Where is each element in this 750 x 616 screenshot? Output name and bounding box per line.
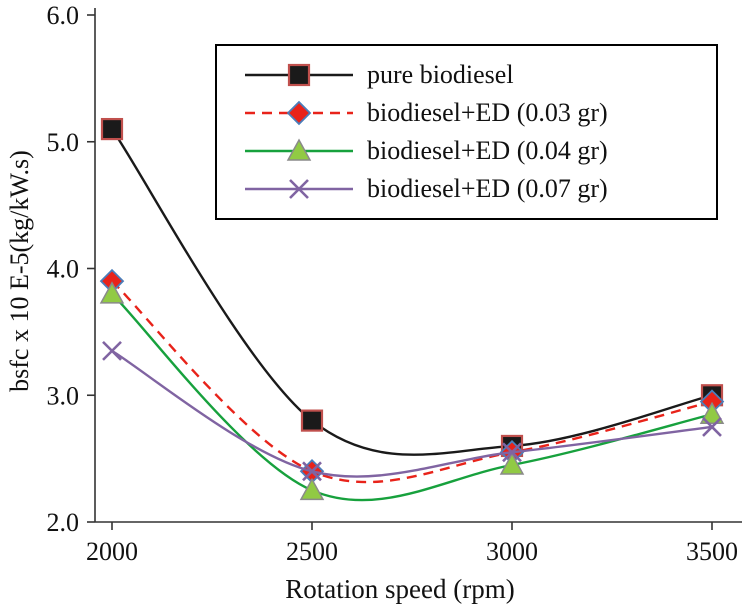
y-tick-label: 6.0: [47, 1, 80, 30]
series-line-0: [111, 128, 713, 456]
legend: pure biodiesel biodiesel+ED (0.03 gr) biod…: [215, 44, 718, 220]
x-axis-title: Rotation speed (rpm): [285, 574, 515, 604]
data-point-marker-square: [100, 117, 124, 141]
legend-item: biodiesel+ED (0.04 gr): [243, 132, 716, 170]
legend-key-sample: [245, 100, 353, 126]
data-point-marker-triangle: [499, 452, 525, 475]
series-line-2: [111, 292, 713, 502]
data-point-marker-x: [502, 442, 522, 463]
x-tick-label: 2500: [286, 537, 338, 566]
data-point-marker-triangle: [699, 401, 725, 425]
y-tick-label: 2.0: [47, 508, 80, 537]
data-point-marker-x: [102, 340, 122, 361]
y-tick-label: 4.0: [47, 255, 80, 284]
legend-item: biodiesel+ED (0.07 gr): [243, 170, 716, 208]
legend-label: biodiesel+ED (0.04 gr): [367, 136, 608, 165]
legend-item: pure biodiesel: [243, 56, 716, 94]
y-tick-label: 5.0: [47, 128, 80, 157]
x-tick-label: 2000: [86, 537, 138, 566]
legend-label: pure biodiesel: [367, 60, 514, 89]
data-point-marker-x: [702, 417, 722, 437]
legend-key-sample: [245, 138, 353, 161]
data-point-marker-square: [287, 63, 311, 87]
data-point-marker-triangle: [286, 138, 312, 161]
legend-key-sample: [245, 63, 353, 87]
series-line-3: [111, 349, 713, 478]
legend-key-sample: [245, 179, 353, 199]
data-point-marker-x: [289, 179, 309, 199]
legend-item: biodiesel+ED (0.03 gr): [243, 94, 716, 132]
x-tick-label: 3000: [486, 537, 538, 566]
x-tick-label: 3500: [686, 537, 738, 566]
data-point-marker-diamond: [286, 100, 312, 126]
y-axis-title: bsfc x 10 E-5(kg/kW.s): [5, 150, 34, 392]
data-point-marker-triangle: [299, 477, 325, 501]
y-tick-label: 3.0: [47, 381, 80, 410]
series-line-1: [111, 280, 713, 484]
data-point-marker-square: [300, 409, 324, 432]
legend-label: biodiesel+ED (0.03 gr): [367, 98, 608, 127]
data-point-marker-triangle: [99, 281, 125, 304]
legend-label: biodiesel+ED (0.07 gr): [367, 174, 608, 203]
data-point-marker-x: [302, 461, 322, 482]
